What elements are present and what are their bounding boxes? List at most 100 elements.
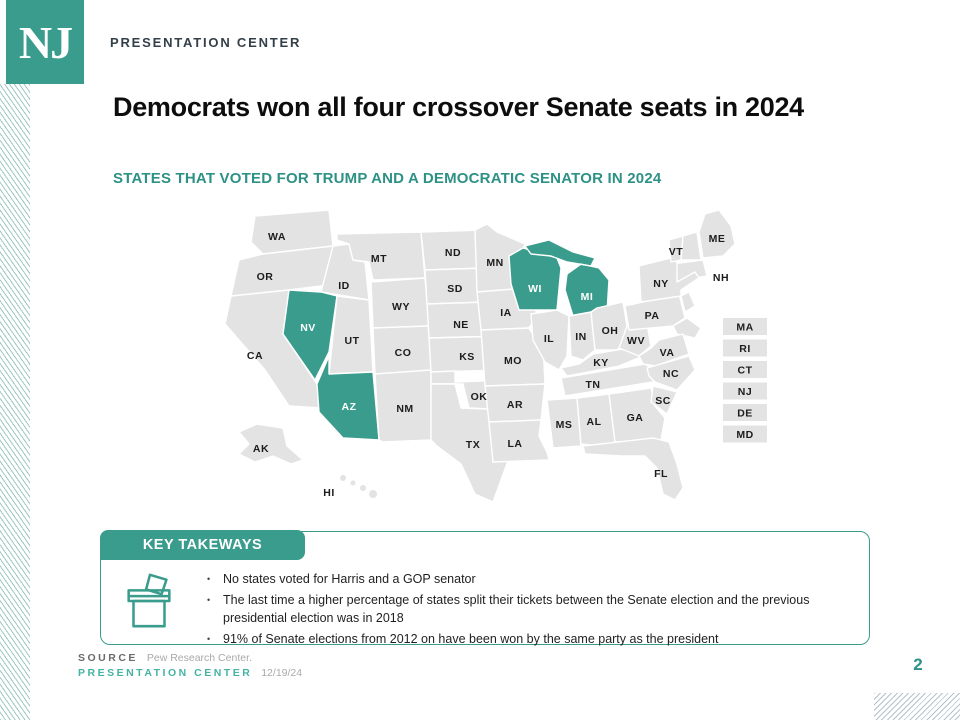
ne-state-box-NJ [723,382,767,400]
slide-subtitle: STATES THAT VOTED FOR TRUMP AND A DEMOCR… [113,170,662,187]
bullet-marker: • [207,595,211,606]
state-NH [680,231,702,261]
source-text: Pew Research Center. [146,652,252,664]
us-map-svg: WA OR CA ID NV UT AZ MT WY CO NM ND SD NE KS OK TX MN IA MO… [225,209,767,503]
state-label-GA: GA [627,412,644,424]
state-HI-island [350,480,356,486]
state-NM [374,369,432,443]
ne-state-label-MA: MA [736,322,753,334]
bullet-text: The last time a higher percentage of sta… [223,593,810,626]
state-IN [568,311,596,361]
state-SC [650,385,678,415]
key-takeaways-badge: KEY TAKEWAYS [100,530,305,560]
ne-state-box-RI [723,339,767,357]
source-line: SOURCE Pew Research Center. [78,652,302,664]
state-HI-island [360,485,366,491]
bullet-text: No states voted for Harris and a GOP sen… [223,572,476,586]
state-label-MT: MT [371,253,387,265]
state-label-IN: IN [575,331,587,343]
state-shape-extra [680,291,696,313]
state-MS [546,397,582,449]
state-LA [488,419,550,463]
presentation-center-line: PRESENTATION CENTER 12/19/24 [78,667,302,679]
source-label: SOURCE [78,652,138,664]
corner-hatch-decoration [874,693,960,720]
state-FL [582,437,684,501]
state-label-AR: AR [507,399,523,411]
state-label-FL: FL [654,468,668,480]
state-label-NV: NV [300,322,316,334]
state-label-HI: HI [323,487,335,499]
ne-state-label-RI: RI [739,343,751,355]
state-label-NM: NM [396,403,413,415]
bullet-marker: • [207,574,211,584]
us-states-map: WA OR CA ID NV UT AZ MT WY CO NM ND SD NE KS OK TX MN IA MO… [225,200,770,530]
ballot-box-icon [127,573,171,628]
state-label-MS: MS [556,419,573,431]
state-label-NY: NY [653,278,669,290]
state-VA [638,333,690,367]
page-number: 2 [913,655,923,674]
state-label-TX: TX [466,439,480,451]
state-label-MN: MN [486,257,503,269]
state-HI-island [340,475,346,481]
ne-state-box-CT [723,361,767,378]
ne-state-label-CT: CT [738,365,753,377]
state-label-ME: ME [709,233,726,245]
ne-state-label-DE: DE [737,408,753,420]
state-label-NE: NE [453,319,469,331]
state-label-CA: CA [247,350,263,362]
takeaway-bullet-3: • 91% of Senate elections from 2012 on ha… [205,630,860,648]
footer-date: 12/19/24 [261,667,303,679]
state-label-WV: WV [627,335,645,347]
nj-logo: NJ [6,0,84,84]
state-label-LA: LA [508,438,523,450]
left-hatch-decoration [0,84,30,720]
state-label-NC: NC [663,368,679,380]
state-label-AL: AL [587,416,602,428]
state-label-AK: AK [253,443,269,455]
state-IL [530,309,570,371]
state-label-OK: OK [471,391,488,403]
state-label-OH: OH [602,325,619,337]
ne-state-box-MA [723,318,767,335]
bullet-marker: • [207,634,211,645]
state-label-WA: WA [268,231,286,243]
state-label-NH: NH [713,272,729,284]
state-label-TN: TN [586,379,601,391]
state-label-KS: KS [459,351,475,363]
state-label-AZ: AZ [342,401,357,413]
footer-brand-label: PRESENTATION CENTER [78,667,253,679]
nj-logo-text: NJ [18,16,73,68]
ne-state-box-MD [723,425,767,443]
ne-state-label-NJ: NJ [738,386,752,398]
state-label-KY: KY [593,357,609,369]
state-label-WY: WY [392,301,410,313]
state-shape-extra [672,317,702,339]
state-label-WI: WI [528,283,542,295]
state-NC [646,355,696,391]
state-AK [238,423,304,465]
ne-state-label-MD: MD [736,429,753,441]
bullet-text: 91% of Senate elections from 2012 on hav… [223,632,719,647]
state-label-VT: VT [669,246,684,258]
state-ME [698,209,736,259]
state-label-VA: VA [660,347,675,359]
state-label-ID: ID [338,280,350,292]
state-OR [230,245,338,297]
state-label-PA: PA [645,310,660,322]
state-label-UT: UT [345,335,360,347]
state-label-OR: OR [257,271,274,283]
state-NV [282,289,338,381]
state-AZ [316,355,380,441]
state-label-SD: SD [447,283,463,295]
footer: SOURCE Pew Research Center. PRESENTATION… [78,652,302,679]
presentation-center-header: PRESENTATION CENTER [110,35,302,50]
key-takeaways-bullets: • No states voted for Harris and a GOP se… [205,570,860,652]
state-label-MI: MI [581,291,594,303]
state-label-CO: CO [395,347,412,359]
state-label-SC: SC [655,395,671,407]
state-label-IL: IL [544,333,554,345]
state-label-ND: ND [445,247,461,259]
